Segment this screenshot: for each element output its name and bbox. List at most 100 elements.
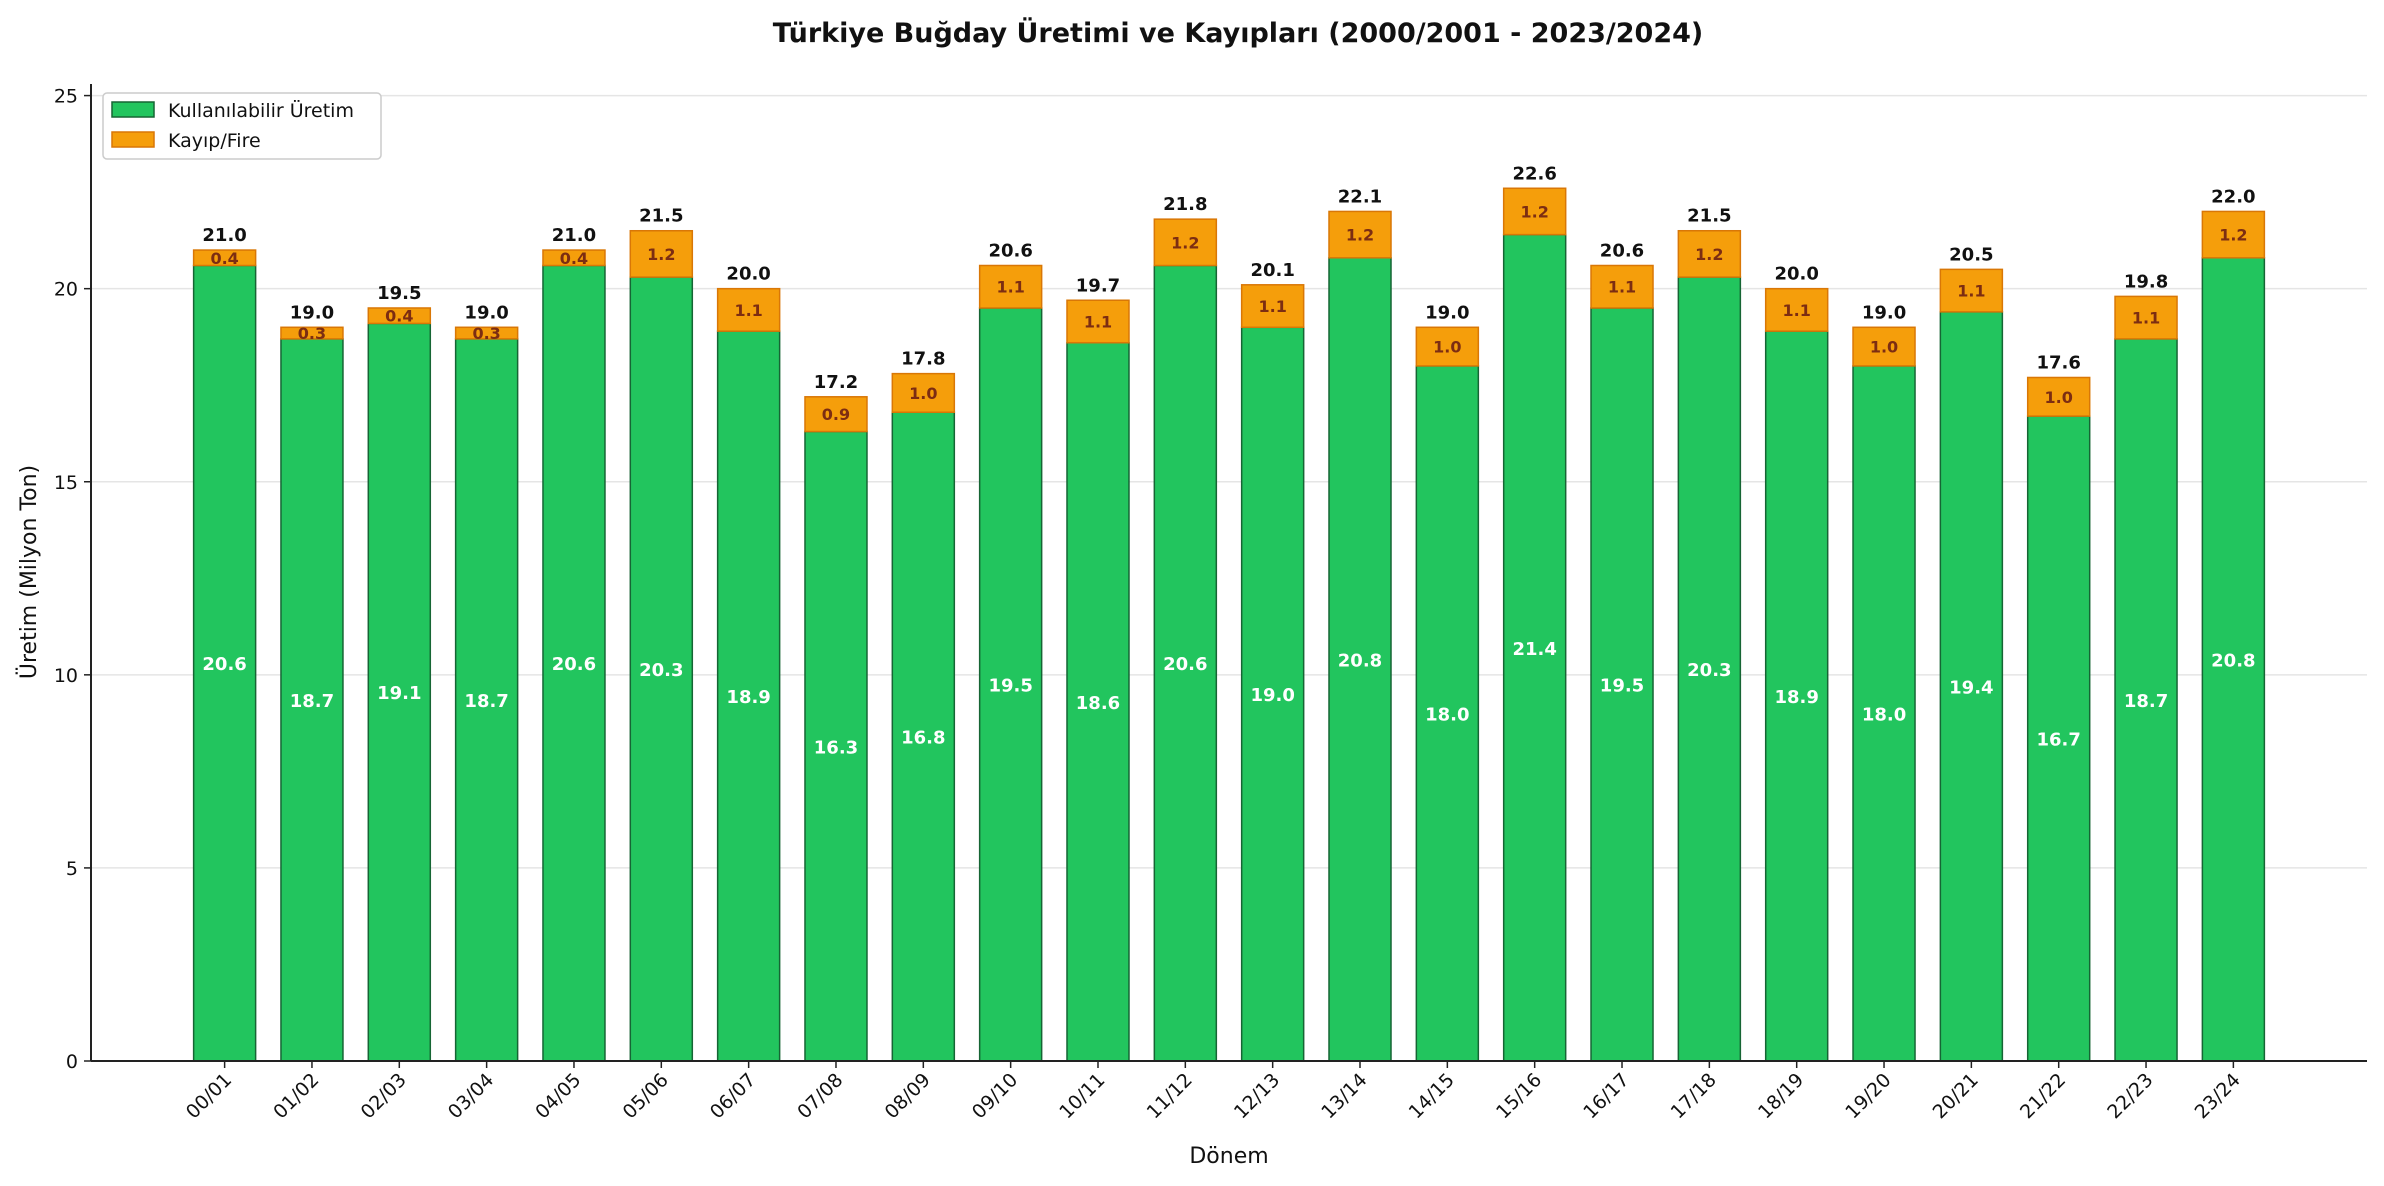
bar-usable-production — [542, 264, 606, 1062]
bar-loss — [2114, 295, 2178, 340]
data-label-loss: 1.1 — [1608, 278, 1636, 297]
data-label-loss: 1.2 — [1521, 202, 1549, 221]
y-tick-label: 5 — [66, 858, 78, 880]
x-tick-label: 15/16 — [1492, 1069, 1546, 1123]
data-label-loss: 0.3 — [472, 324, 500, 343]
data-label-loss: 1.0 — [909, 384, 937, 403]
data-label-total: 19.0 — [290, 302, 334, 323]
data-label-usable: 16.7 — [2036, 730, 2080, 751]
x-tick-label: 07/08 — [793, 1069, 847, 1123]
x-tick-label: 16/17 — [1579, 1069, 1633, 1123]
data-label-usable: 20.8 — [2211, 650, 2255, 671]
data-label-total: 20.6 — [1600, 240, 1644, 261]
data-label-usable: 19.5 — [988, 675, 1032, 696]
data-label-total: 17.8 — [901, 349, 945, 370]
data-label-loss: 0.4 — [210, 249, 238, 268]
data-label-total: 21.0 — [552, 225, 596, 246]
bar-loss — [629, 229, 694, 278]
legend-swatch-usable — [111, 101, 155, 118]
bar-loss — [1240, 284, 1305, 329]
bar-loss — [1066, 299, 1130, 344]
data-label-loss: 1.1 — [996, 278, 1024, 297]
bar-loss — [1852, 326, 1916, 367]
data-label-loss: 1.1 — [1957, 282, 1985, 301]
bar-loss — [1764, 287, 1829, 332]
data-label-loss: 1.1 — [1258, 297, 1286, 316]
y-tick-label: 25 — [54, 86, 78, 108]
bar-usable-production — [2114, 338, 2178, 1062]
data-label-total: 20.5 — [1949, 244, 1993, 265]
bar-usable-production — [280, 338, 344, 1062]
data-label-loss: 0.9 — [822, 405, 850, 424]
legend-swatch-loss — [111, 131, 155, 148]
bar-loss — [1153, 218, 1218, 267]
x-tick-label: 21/22 — [2016, 1069, 2070, 1123]
bar-loss — [804, 396, 868, 433]
data-label-total: 17.6 — [2036, 352, 2080, 373]
data-label-loss: 1.2 — [1346, 226, 1374, 245]
x-tick-label: 04/05 — [531, 1069, 585, 1123]
bar-loss — [542, 249, 606, 267]
data-label-loss: 1.2 — [2219, 226, 2247, 245]
data-label-total: 19.5 — [377, 283, 421, 304]
bar-usable-production — [2201, 257, 2266, 1062]
bar-usable-production — [891, 411, 956, 1062]
legend-label-loss: Kayıp/Fire — [168, 130, 261, 152]
bar-usable-production — [1328, 257, 1392, 1062]
x-tick-label: 00/01 — [182, 1069, 236, 1123]
data-label-usable: 19.1 — [377, 683, 421, 704]
data-label-usable: 20.6 — [202, 654, 246, 675]
bar-usable-production — [192, 264, 257, 1062]
y-tick-label: 15 — [54, 472, 78, 494]
data-label-total: 19.7 — [1076, 275, 1120, 296]
data-label-total: 21.0 — [202, 225, 246, 246]
data-label-total: 21.5 — [1687, 206, 1731, 227]
x-tick-label: 14/15 — [1405, 1069, 1459, 1123]
data-label-total: 20.0 — [1774, 264, 1818, 285]
data-label-usable: 19.0 — [1250, 685, 1294, 706]
legend-label-usable: Kullanılabilir Üretim — [168, 99, 354, 122]
legend: Kullanılabilir Üretim Kayıp/Fire — [102, 92, 382, 160]
data-label-total: 19.0 — [1425, 302, 1469, 323]
data-label-usable: 20.6 — [552, 654, 596, 675]
x-tick-label: 02/03 — [357, 1069, 411, 1123]
bar-usable-production — [1852, 365, 1916, 1062]
data-label-usable: 21.4 — [1512, 639, 1556, 660]
x-tick-label: 09/10 — [968, 1069, 1022, 1123]
data-label-usable: 20.8 — [1338, 650, 1382, 671]
bar-usable-production — [2026, 415, 2091, 1062]
data-label-total: 17.2 — [814, 372, 858, 393]
x-tick-label: 03/04 — [444, 1069, 498, 1123]
bar-usable-production — [716, 330, 781, 1062]
bar-usable-production — [1764, 330, 1829, 1062]
data-label-usable: 18.0 — [1425, 704, 1469, 725]
chart-title: Türkiye Buğday Üretimi ve Kayıpları (200… — [773, 16, 1704, 49]
bar-loss — [1590, 264, 1654, 309]
x-axis-label: Dönem — [1189, 1144, 1268, 1169]
bar-loss — [367, 307, 432, 325]
bar-loss — [454, 326, 519, 340]
data-label-usable: 20.3 — [639, 660, 683, 681]
data-label-usable: 20.6 — [1163, 654, 1207, 675]
x-tick-label: 22/23 — [2103, 1069, 2157, 1123]
bar-usable-production — [1939, 311, 2004, 1062]
data-label-usable: 19.4 — [1949, 677, 1993, 698]
data-label-usable: 19.5 — [1600, 675, 1644, 696]
data-label-loss: 0.3 — [298, 324, 326, 343]
bar-loss — [978, 264, 1043, 309]
data-label-total: 19.0 — [1862, 302, 1906, 323]
data-label-loss: 1.0 — [1870, 338, 1898, 357]
x-tick-label: 13/14 — [1317, 1069, 1371, 1123]
bar-usable-production — [1502, 233, 1567, 1062]
bar-loss — [891, 372, 956, 413]
data-label-total: 22.6 — [1512, 163, 1556, 184]
x-tick-label: 08/09 — [881, 1069, 935, 1123]
data-label-loss: 1.2 — [1695, 245, 1723, 264]
x-tick-label: 23/24 — [2191, 1069, 2245, 1123]
bar-loss — [1502, 187, 1567, 236]
x-tick-label: 17/18 — [1667, 1069, 1721, 1123]
data-label-usable: 18.0 — [1862, 704, 1906, 725]
bar-usable-production — [1415, 365, 1480, 1062]
x-tick-label: 06/07 — [706, 1069, 760, 1123]
